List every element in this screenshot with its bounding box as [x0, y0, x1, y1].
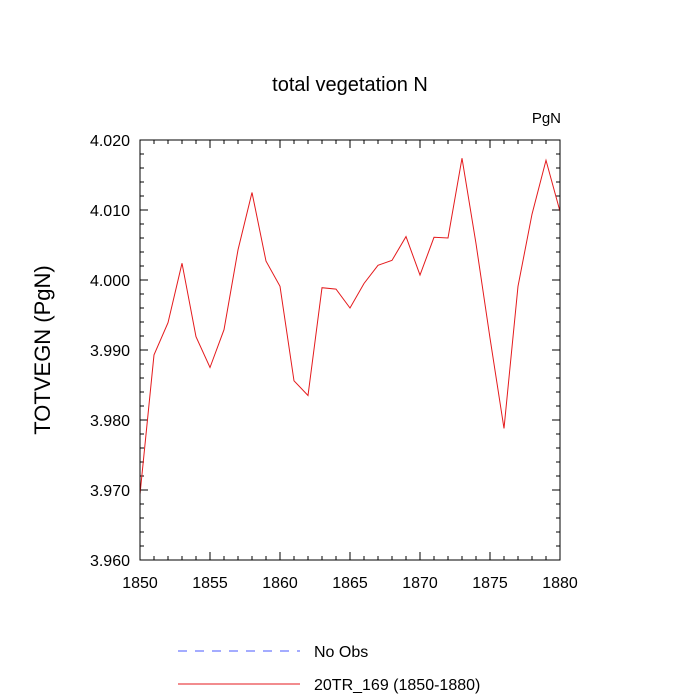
x-tick-label: 1870: [402, 575, 438, 592]
axis-ticks: [139, 139, 561, 561]
y-tick-label: 3.960: [90, 553, 130, 570]
series-line: [139, 158, 561, 495]
y-axis-label: TOTVEGN (PgN): [30, 265, 55, 435]
x-tick-label: 1875: [472, 575, 508, 592]
legend-label: No Obs: [314, 644, 368, 661]
x-tick-label: 1855: [192, 575, 228, 592]
y-tick-labels: 3.960 3.970 3.980 3.990 4.000 4.010 4.020: [90, 133, 130, 570]
series-lines: [139, 158, 561, 495]
legend-label: 20TR_169 (1850-1880): [314, 677, 480, 694]
units-label: PgN: [532, 110, 561, 127]
x-tick-label: 1860: [262, 575, 298, 592]
x-tick-labels: 1850 1855 1860 1865 1870 1875 1880: [122, 575, 578, 592]
y-tick-label: 4.020: [90, 133, 130, 150]
y-tick-label: 4.010: [90, 203, 130, 220]
y-tick-label: 3.980: [90, 413, 130, 430]
chart-title: total vegetation N: [272, 74, 428, 96]
x-tick-label: 1865: [332, 575, 368, 592]
x-tick-label: 1880: [542, 575, 578, 592]
legend: No Obs 20TR_169 (1850-1880): [178, 644, 480, 694]
y-tick-label: 4.000: [90, 273, 130, 290]
x-tick-label: 1850: [122, 575, 158, 592]
y-tick-label: 3.990: [90, 343, 130, 360]
plot-frame: [139, 139, 561, 561]
y-tick-label: 3.970: [90, 483, 130, 500]
